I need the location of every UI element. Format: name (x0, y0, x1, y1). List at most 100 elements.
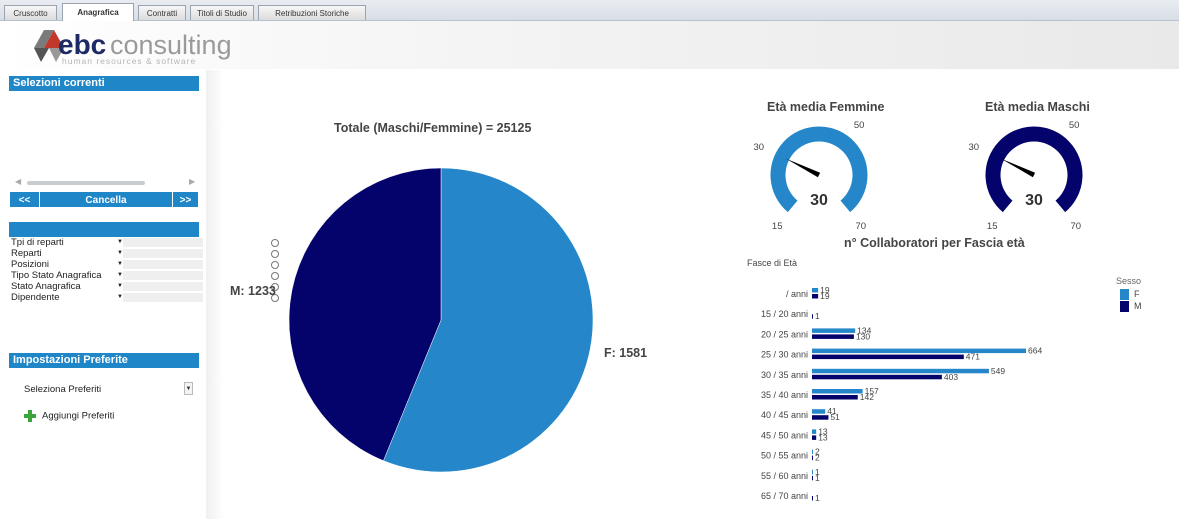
bar-f[interactable] (812, 389, 863, 394)
filter-radio[interactable] (271, 261, 279, 269)
current-selections-header: Selezioni correnti (9, 76, 199, 91)
chevron-down-icon[interactable]: ▼ (117, 272, 123, 278)
bar-f[interactable] (812, 328, 856, 333)
filter-radio[interactable] (271, 239, 279, 247)
bar-data-label: 19 (820, 285, 830, 295)
filter-radio[interactable] (271, 250, 279, 258)
bar-m[interactable] (812, 354, 964, 360)
bar-f[interactable] (812, 449, 813, 455)
bar-m[interactable] (812, 435, 817, 440)
chevron-down-icon[interactable]: ▼ (117, 283, 123, 289)
scroll-thumb[interactable] (27, 181, 145, 185)
filter-row[interactable]: Posizioni ▼ (11, 259, 279, 270)
selections-scrollbar[interactable]: ◀ ▶ (15, 177, 195, 186)
select-preferences-label[interactable]: Seleziona Preferiti (24, 384, 102, 395)
bar-data-label: 142 (860, 392, 874, 402)
gauge-arc (985, 126, 1083, 213)
bar-data-label: 19 (820, 291, 830, 301)
tab-anagrafica[interactable]: Anagrafica (62, 3, 134, 21)
pie-label-m: M: 1233 (230, 284, 276, 298)
select-preferences-dropdown[interactable]: ▼ (184, 382, 193, 395)
bar-f[interactable] (812, 409, 826, 414)
filters-header (9, 222, 199, 237)
filter-selection-field[interactable] (123, 282, 279, 291)
bar-f[interactable] (812, 348, 1026, 354)
bar-chart-title: n° Collaboratori per Fascia età (844, 236, 1025, 250)
next-button[interactable]: >> (172, 191, 199, 208)
tab-contratti[interactable]: Contratti (138, 5, 186, 20)
pie-slice-m[interactable] (288, 167, 442, 461)
chevron-down-icon[interactable]: ▼ (117, 261, 123, 267)
bar-data-label: 1 (815, 493, 820, 503)
chevron-down-icon[interactable]: ▼ (117, 239, 123, 245)
bar-m[interactable] (812, 374, 942, 380)
bar-data-label: 471 (966, 352, 980, 362)
filter-row[interactable]: Tpi di reparti ▼ (11, 237, 279, 248)
filter-radio[interactable] (271, 283, 279, 291)
tab-retribuzioni-storiche[interactable]: Retribuzioni Storiche (258, 5, 366, 20)
clear-button[interactable]: Cancella (39, 191, 173, 208)
logo-brand-consulting: consulting (110, 30, 232, 60)
bar-category-label: 35 / 40 anni (761, 390, 808, 400)
filter-radio[interactable] (271, 294, 279, 302)
filter-selection-field[interactable] (123, 249, 279, 258)
add-preferences-link[interactable]: Aggiungi Preferiti (24, 410, 114, 422)
bar-category-label: 65 / 70 anni (761, 491, 808, 501)
chevron-down-icon[interactable]: ▼ (117, 294, 123, 300)
tab-bar: Cruscotto Anagrafica Contratti Titoli di… (0, 0, 1179, 21)
gauge-tick-label: 30 (968, 142, 979, 153)
bar-data-label: 549 (991, 366, 1005, 376)
bar-m[interactable] (812, 294, 819, 299)
filter-row[interactable]: Tipo Stato Anagrafica ▼ (11, 270, 279, 281)
bar-data-label: 1 (815, 467, 820, 477)
bar-data-label: 13 (818, 426, 828, 436)
bar-m[interactable] (812, 475, 813, 481)
tab-cruscotto[interactable]: Cruscotto (4, 5, 57, 20)
filter-label: Posizioni (11, 259, 50, 270)
filter-radio[interactable] (271, 272, 279, 280)
filter-row[interactable]: Stato Anagrafica ▼ (11, 281, 279, 292)
gauge-value: 30 (810, 192, 828, 209)
bar-f[interactable] (812, 429, 817, 434)
bar-f[interactable] (812, 368, 989, 374)
gauge-needle (785, 158, 821, 178)
bar-f[interactable] (812, 288, 819, 293)
gauge-needle (1000, 158, 1036, 178)
bar-m[interactable] (812, 455, 813, 461)
bar-m[interactable] (812, 395, 858, 400)
bar-data-label: 41 (827, 406, 837, 416)
bar-category-label: 55 / 60 anni (761, 471, 808, 481)
filter-selection-field[interactable] (123, 271, 279, 280)
add-preferences-label: Aggiungi Preferiti (42, 410, 115, 422)
chevron-down-icon[interactable]: ▼ (117, 250, 123, 256)
scroll-right-icon[interactable]: ▶ (189, 177, 196, 186)
filter-selection-field[interactable] (123, 293, 279, 302)
filter-selection-field[interactable] (123, 260, 279, 269)
bar-data-label: 130 (856, 331, 870, 341)
bar-m[interactable] (812, 496, 813, 501)
pie-slice-f[interactable] (383, 167, 594, 473)
bar-category-label: 40 / 45 anni (761, 410, 808, 420)
bar-f[interactable] (812, 469, 813, 475)
bar-m[interactable] (812, 415, 829, 420)
filter-row[interactable]: Reparti ▼ (11, 248, 279, 259)
legend-swatch-f (1120, 289, 1129, 300)
bar-m[interactable] (812, 314, 813, 319)
prev-button[interactable]: << (9, 191, 40, 208)
gauge-female: 15 50 70 30 30 (753, 120, 868, 232)
filter-label: Tipo Stato Anagrafica (11, 270, 102, 281)
filter-selection-field[interactable] (123, 238, 279, 247)
gauge-value: 30 (1025, 192, 1043, 209)
logo-mark (34, 30, 64, 62)
bar-category-label: 45 / 50 anni (761, 430, 808, 440)
tab-titoli-di-studio[interactable]: Titoli di Studio (190, 5, 254, 20)
gauge-arc (770, 126, 868, 213)
gauge-tick-label: 15 (987, 221, 998, 232)
bar-m[interactable] (812, 334, 854, 339)
gauge-tick-label: 70 (1070, 221, 1081, 232)
plus-icon (24, 410, 36, 422)
scroll-left-icon[interactable]: ◀ (15, 177, 22, 186)
filter-row[interactable]: Dipendente ▼ (11, 292, 279, 303)
filter-list: Tpi di reparti ▼ Reparti ▼ Posizioni ▼ Tipo St… (11, 237, 279, 303)
filter-label: Tpi di reparti (11, 237, 64, 248)
